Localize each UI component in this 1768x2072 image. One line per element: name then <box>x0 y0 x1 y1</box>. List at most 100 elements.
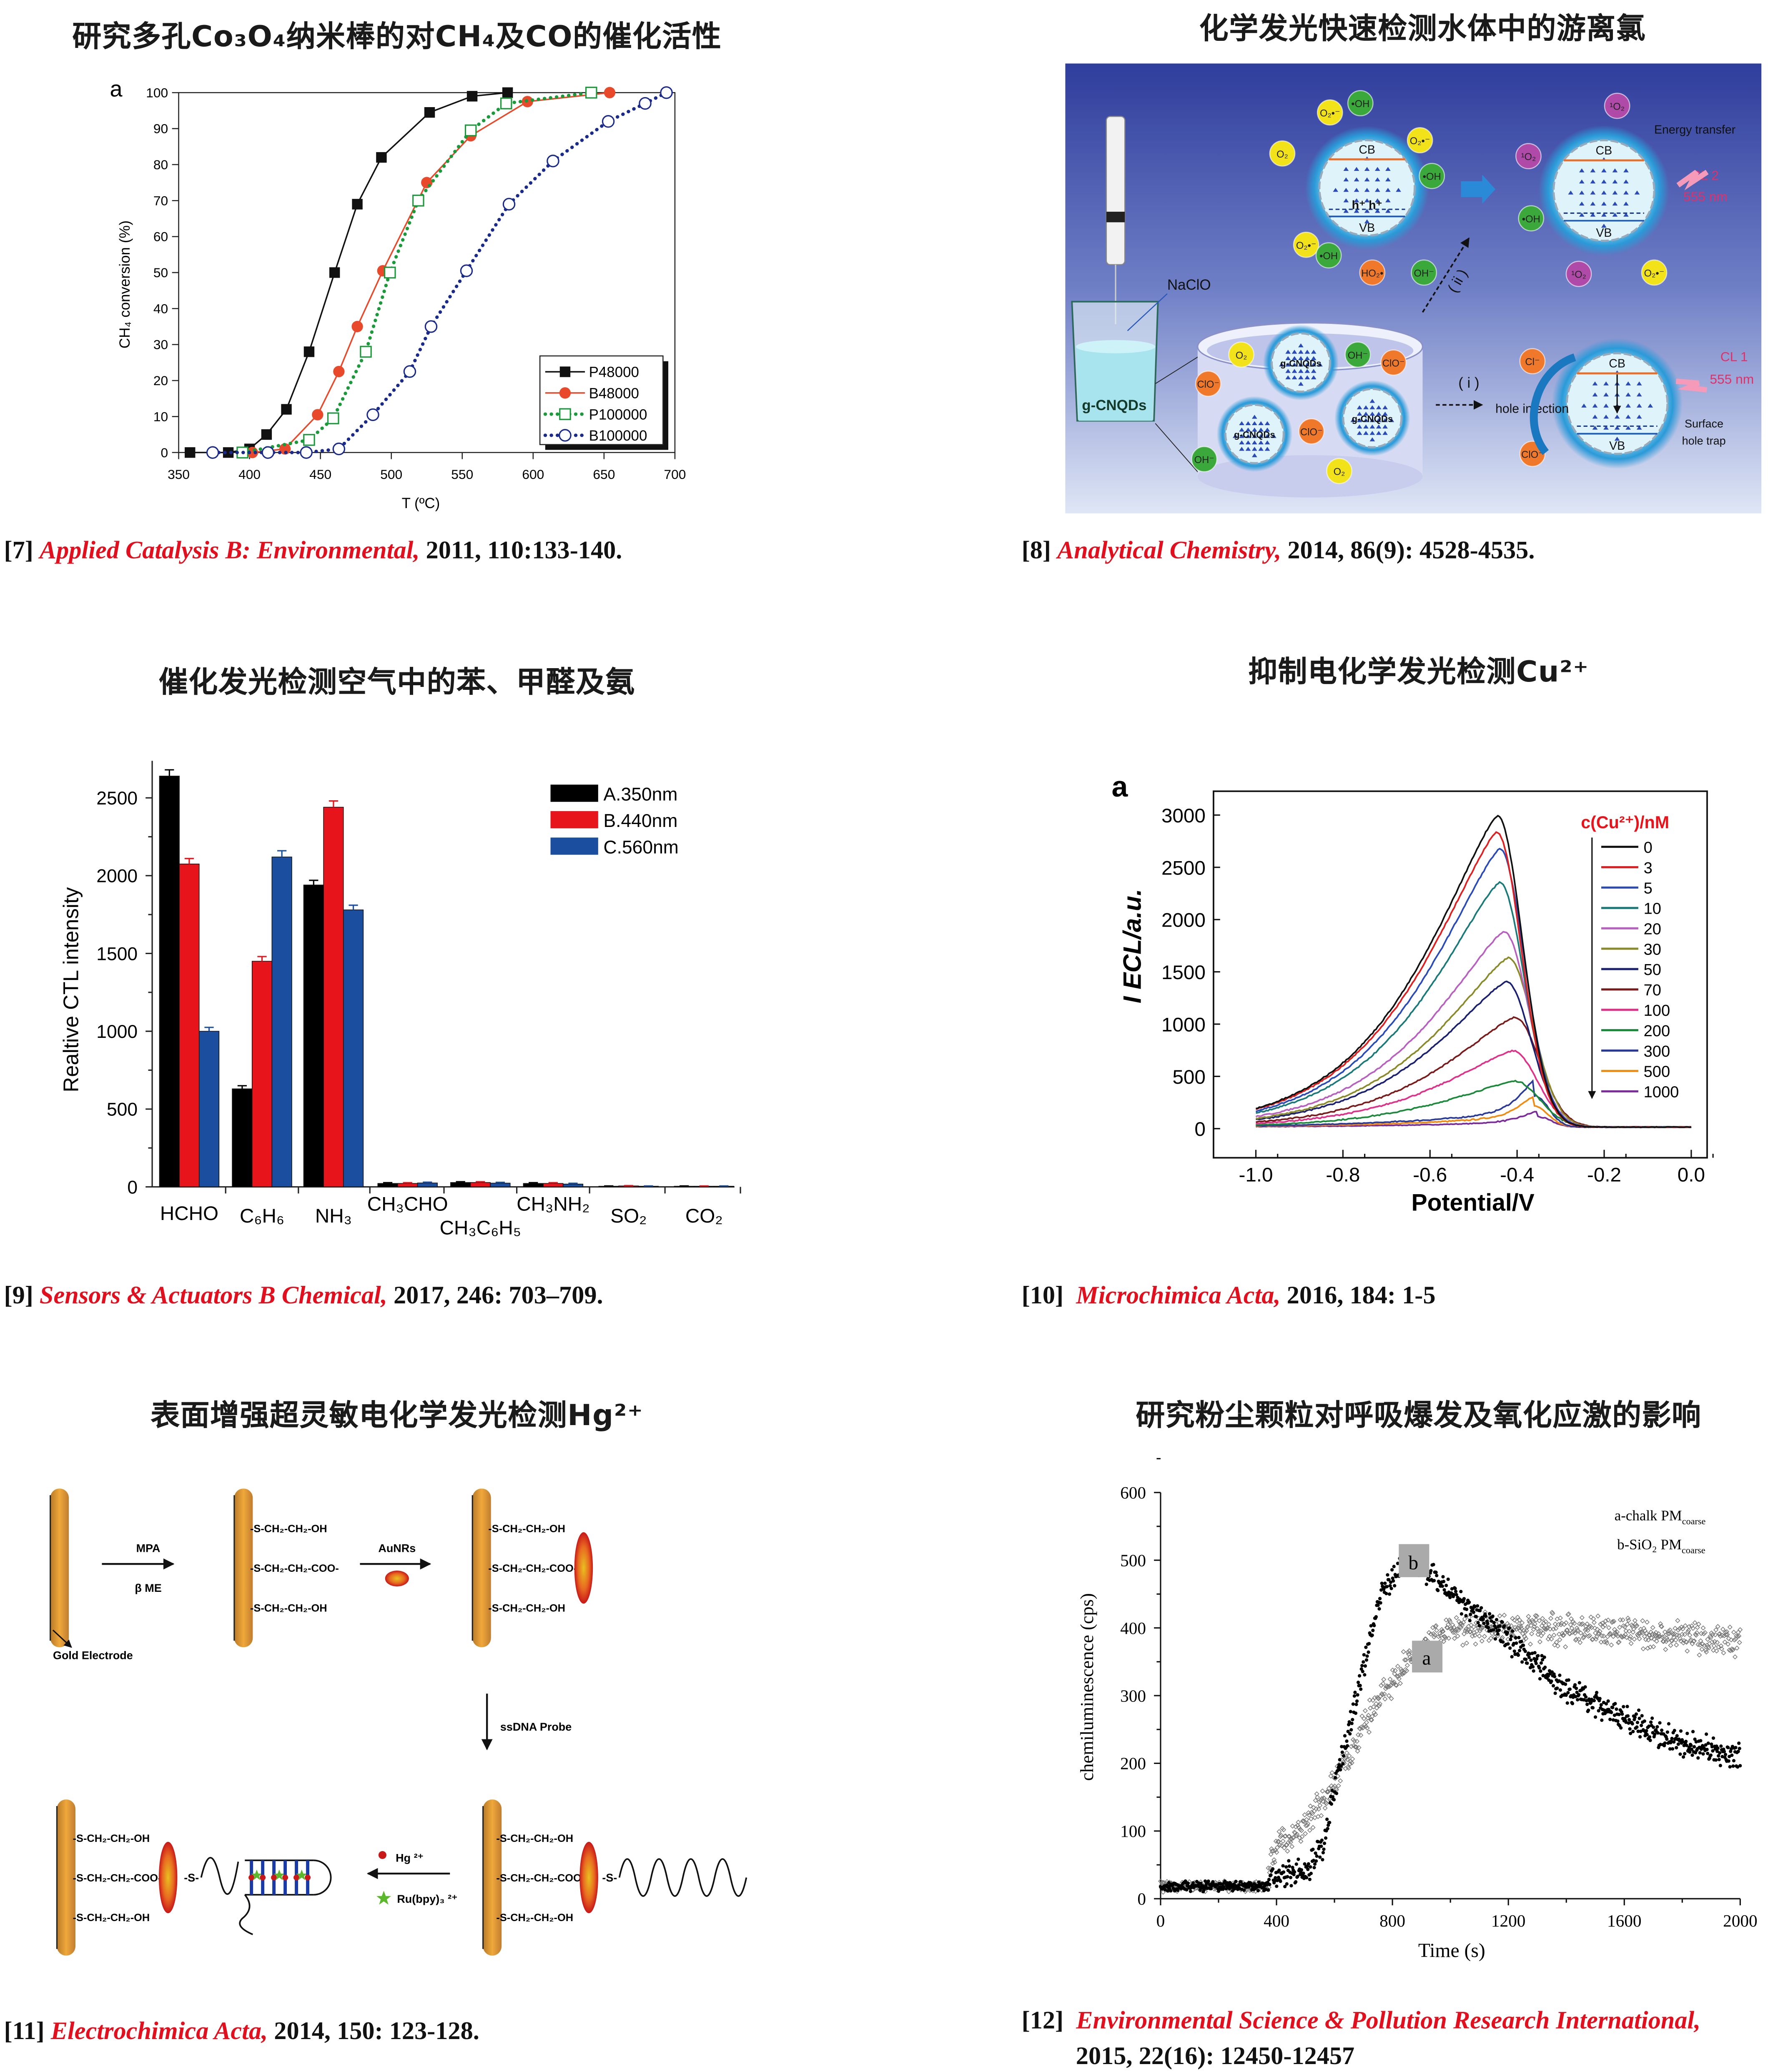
molecule-icon <box>1592 392 1598 397</box>
data-point-b <box>1383 1581 1387 1585</box>
data-point-a <box>1731 1629 1736 1635</box>
data-point-b <box>1542 1655 1546 1659</box>
data-point-b <box>1627 1718 1631 1721</box>
data-point-b <box>1424 1582 1428 1586</box>
data-point-a <box>1407 1648 1412 1654</box>
data-point-a <box>1524 1628 1529 1634</box>
data-point-a <box>1610 1619 1615 1624</box>
data-point-a <box>1633 1621 1638 1627</box>
bar-C₆H₆-B.440nm <box>251 961 273 1188</box>
data-point-a <box>1305 1821 1311 1826</box>
bar-CH₃C₆H₅-B.440nm <box>470 1182 491 1188</box>
data-point-a <box>1437 1631 1442 1636</box>
molecule-icon <box>1357 424 1362 428</box>
data-point-a <box>1673 1626 1678 1631</box>
data-point-a <box>1598 1621 1603 1627</box>
data-point-b <box>1321 1851 1325 1854</box>
holes-label: h⁺ h⁺ <box>1352 199 1382 212</box>
data-point-a <box>1299 1834 1305 1839</box>
molecule-icon <box>1612 213 1618 217</box>
data-point-b <box>1550 1679 1553 1683</box>
data-point-b <box>1673 1729 1676 1732</box>
citation-7: [7] Applied Catalysis B: Environmental, … <box>4 537 622 566</box>
ecl-curve-3nM <box>1255 831 1692 1128</box>
data-point-a <box>1364 1725 1370 1731</box>
data-point-a <box>1605 1634 1610 1639</box>
data-point-b <box>1704 1743 1708 1747</box>
data-point-b <box>1711 1736 1715 1740</box>
data-point-b <box>1617 1713 1621 1716</box>
species-clo: ClO⁻ <box>1195 371 1221 397</box>
data-point-a <box>1355 1749 1360 1754</box>
molecule-icon <box>1636 414 1642 419</box>
data-point-b <box>1460 1612 1463 1616</box>
data-point-a <box>1592 1630 1598 1636</box>
data-point-b <box>1350 1721 1354 1725</box>
data-point-b <box>1705 1748 1709 1751</box>
x-tick-label: 2000 <box>1723 1911 1758 1930</box>
molecule-icon <box>1251 427 1257 432</box>
data-point-b <box>1339 1768 1342 1772</box>
species-o2: O₂ <box>1269 140 1296 167</box>
data-point-b <box>1392 1579 1395 1583</box>
data-point-a <box>1665 1637 1670 1643</box>
data-point-a <box>1302 1812 1307 1818</box>
data-point-a <box>1650 1625 1655 1630</box>
data-point-a <box>1287 1834 1292 1839</box>
data-point-a <box>1533 1613 1538 1619</box>
data-point-b <box>1604 1702 1608 1706</box>
data-point-B100000 <box>206 446 219 459</box>
molecule-icon <box>1271 434 1276 438</box>
data-point-a <box>1671 1634 1677 1640</box>
data-point-b <box>1382 1587 1386 1591</box>
legend-title: c(Cu²⁺)/nM <box>1581 813 1669 832</box>
molecule-icon <box>1343 209 1349 213</box>
data-point-b <box>1388 1584 1392 1588</box>
gold-electrode-label: Gold Electrode <box>53 1649 133 1662</box>
data-point-b <box>1508 1646 1512 1650</box>
data-point-a <box>1467 1629 1472 1634</box>
species-o2: O₂ <box>1228 341 1255 368</box>
species-singlet-o2: ¹O₂ <box>1515 143 1542 170</box>
x-tick-label: -1.0 <box>1239 1164 1273 1186</box>
data-point-a <box>1347 1753 1352 1759</box>
data-point-b <box>1257 1880 1261 1884</box>
data-point-B48000 <box>604 87 616 98</box>
data-point-b <box>1570 1701 1575 1706</box>
data-point-b <box>1297 1857 1300 1861</box>
data-point-b <box>1291 1866 1294 1869</box>
gold-nanorod-icon <box>158 1841 178 1914</box>
data-point-b <box>1302 1872 1305 1875</box>
data-point-a <box>1644 1619 1650 1625</box>
data-point-a <box>1402 1670 1407 1676</box>
data-point-a <box>1367 1729 1372 1735</box>
data-point-a <box>1403 1657 1409 1663</box>
data-point-a <box>1361 1716 1367 1721</box>
x-tick-label: 450 <box>309 467 331 482</box>
vb-label: VB <box>1596 226 1612 240</box>
oh-chain-label: -S-CH₂-CH₂-OH <box>250 1523 327 1535</box>
data-point-b <box>1167 1881 1171 1884</box>
data-point-a <box>1396 1676 1402 1681</box>
energy-transfer-label: Energy transfer <box>1654 123 1736 137</box>
data-point-B100000 <box>547 155 559 168</box>
data-point-b <box>1638 1716 1641 1720</box>
molecule-icon <box>1363 418 1369 422</box>
molecule-icon <box>1369 399 1375 403</box>
bar-NH₃-C.560nm <box>343 909 364 1188</box>
ch4-conversion-chart: 0 10 20 30 40 50 60 70 80 90 100 350 400 450 500 550 600… <box>110 77 686 511</box>
data-point-a <box>1640 1618 1645 1624</box>
data-point-a <box>1554 1639 1559 1645</box>
molecule-icon <box>1592 403 1598 408</box>
data-point-b <box>1638 1735 1642 1739</box>
data-point-a <box>1377 1701 1383 1706</box>
oh-chain-label: -S-CH₂-CH₂-OH <box>73 1912 150 1924</box>
data-point-b <box>1735 1765 1740 1769</box>
data-point-b <box>1565 1701 1569 1705</box>
molecule-icon <box>1590 213 1596 217</box>
data-point-a <box>1471 1624 1476 1630</box>
bar-CH₃CHO-A.350nm <box>377 1183 398 1188</box>
species-cl: Cl⁻ <box>1519 348 1546 375</box>
x-axis-label: T (ºC) <box>402 495 440 511</box>
y-tick-label: 10 <box>153 409 168 424</box>
